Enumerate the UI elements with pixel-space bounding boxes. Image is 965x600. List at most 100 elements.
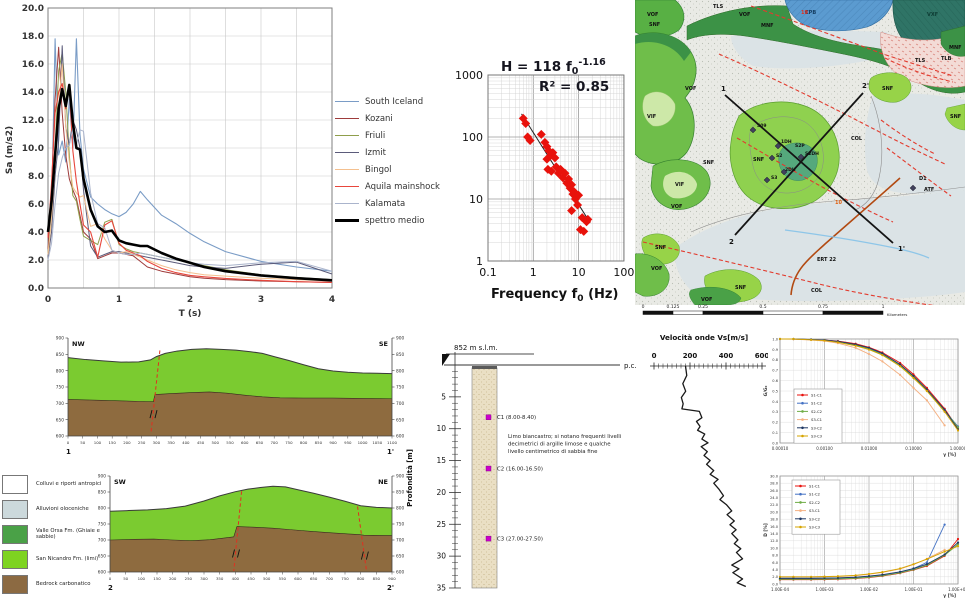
borehole-marker <box>774 142 782 150</box>
series-marker <box>943 408 946 411</box>
borehole-marker <box>763 176 771 184</box>
legend-label: S3-C3 <box>809 526 821 530</box>
section-number: 2 <box>108 584 113 592</box>
scalebar-tick: 0.75 <box>818 304 828 310</box>
elev-tick-label: 700 <box>396 401 404 407</box>
series-marker <box>881 571 884 574</box>
map-label: MNF <box>761 23 774 29</box>
legend-swatch <box>335 117 359 120</box>
elevation-marker <box>442 354 450 366</box>
series-marker <box>943 424 946 427</box>
legend-row: Friuli <box>335 127 465 144</box>
series-marker <box>792 575 795 578</box>
vs-profile-chart: Velocità onde Vs[m/s] 0 200 400 600 <box>650 333 768 588</box>
legend-marker <box>801 418 804 421</box>
y-tick-label: 0.1 <box>772 431 778 435</box>
gg0-chart: 0.0 0.1 0.2 0.3 0.4 0.5 0.6 0.7 0.8 0.9 1.0 0.00010… <box>763 337 965 458</box>
y-tick-label: 0.8 <box>772 358 778 362</box>
data-point <box>573 200 583 210</box>
bedrock-top <box>67 391 393 403</box>
elev-tick-label: 600 <box>396 434 404 440</box>
y-tick-label: 100 <box>462 131 483 144</box>
elev-tick-label: 750 <box>98 522 106 528</box>
x-tick-label: 750 <box>285 440 293 445</box>
map-labels: VOF SNF TLS VOF MNF CPB VXF MNF TLB TLS SNF SNF COL V… <box>647 4 962 303</box>
series-marker <box>836 575 839 578</box>
scalebar-unit: Kilometers <box>887 312 907 317</box>
y-tick-label: 6.0 <box>28 200 44 210</box>
elev-tick-label: 850 <box>98 490 106 496</box>
borehole-column-texture <box>472 368 497 588</box>
elev-tick-label: 800 <box>396 368 404 374</box>
series-marker <box>778 575 782 578</box>
legend-row: Izmit <box>335 144 465 161</box>
section-number: 1 <box>66 448 71 456</box>
series-marker <box>881 573 884 576</box>
x-tick-label: 700 <box>270 440 278 445</box>
y-tick-label: 12.0 <box>22 116 44 126</box>
series-marker <box>823 339 826 342</box>
series-marker <box>836 576 839 579</box>
map-unit-vof-topleft <box>635 0 685 38</box>
legend-label: S2-C2 <box>809 501 820 505</box>
x-tick-label: 350 <box>216 576 224 581</box>
borehole-marker <box>768 154 776 162</box>
series-marker <box>943 523 946 526</box>
legend-label: S2-C2 <box>811 410 822 414</box>
series-marker <box>867 574 871 578</box>
borehole-marker <box>780 168 788 176</box>
legend-label: S1-C2 <box>811 402 822 406</box>
data-point <box>579 226 589 236</box>
map-label: ERT 22 <box>817 257 837 263</box>
topographic-surface <box>109 485 393 512</box>
plot-frame <box>487 74 625 262</box>
r-squared: R² = 0.85 <box>539 79 609 95</box>
data-point <box>543 164 553 174</box>
y-tick-label: 14.0 <box>22 88 44 98</box>
map-label: 1' <box>898 245 905 253</box>
map-label: VIF <box>675 182 684 188</box>
map-label: D1 <box>919 176 927 182</box>
section-end-label: NE <box>378 478 388 486</box>
x-tick-label: 200 <box>683 352 698 360</box>
y-tick-label: 4.0 <box>772 568 778 572</box>
series-marker <box>867 352 871 356</box>
x-tick-label: 100 <box>613 266 634 279</box>
y-tick-label: 10.0 <box>22 144 44 154</box>
plot-frame <box>779 338 959 444</box>
series-marker <box>881 354 884 357</box>
x-tick-label: 600 <box>755 352 768 360</box>
plot-frame <box>779 475 959 585</box>
map-unit-teal-inner <box>778 142 818 181</box>
legend-swatch <box>2 500 28 519</box>
series-marker <box>912 374 915 378</box>
y-tick-label: 1000 <box>455 69 483 82</box>
map-unit-vif-left <box>642 91 676 127</box>
chart-title: Velocità onde Vs[m/s] <box>660 333 748 342</box>
series-marker <box>956 537 960 541</box>
legend-row: spettro medio <box>335 212 465 229</box>
depth-tick-label: 10 <box>436 424 446 433</box>
map-section-line-2 <box>734 92 864 236</box>
y-tick-label: 10.0 <box>770 546 779 550</box>
map-contour-cluster <box>749 116 824 194</box>
y-tick-label: 20.0 <box>22 4 44 14</box>
y-tick-label: 20.0 <box>770 510 779 514</box>
map-label: 1 <box>721 85 726 93</box>
x-tick-label: 450 <box>197 440 205 445</box>
series-marker <box>823 575 826 578</box>
legend-marker <box>801 401 804 405</box>
legend-marker <box>799 509 802 512</box>
map-label: ATF <box>924 187 934 193</box>
borehole-marker <box>749 126 757 134</box>
section-number: 1' <box>387 448 394 456</box>
fault-line <box>233 491 243 572</box>
x-tick-label: 1050 <box>372 440 382 445</box>
scalebar-segment <box>702 310 764 315</box>
map-label: SNF <box>703 160 714 166</box>
scalebar-segment <box>762 310 824 315</box>
map-label: 1DH <box>781 139 792 145</box>
map-label: SNF <box>950 114 961 120</box>
map-label: VXF <box>927 12 938 18</box>
series-marker <box>943 550 946 553</box>
